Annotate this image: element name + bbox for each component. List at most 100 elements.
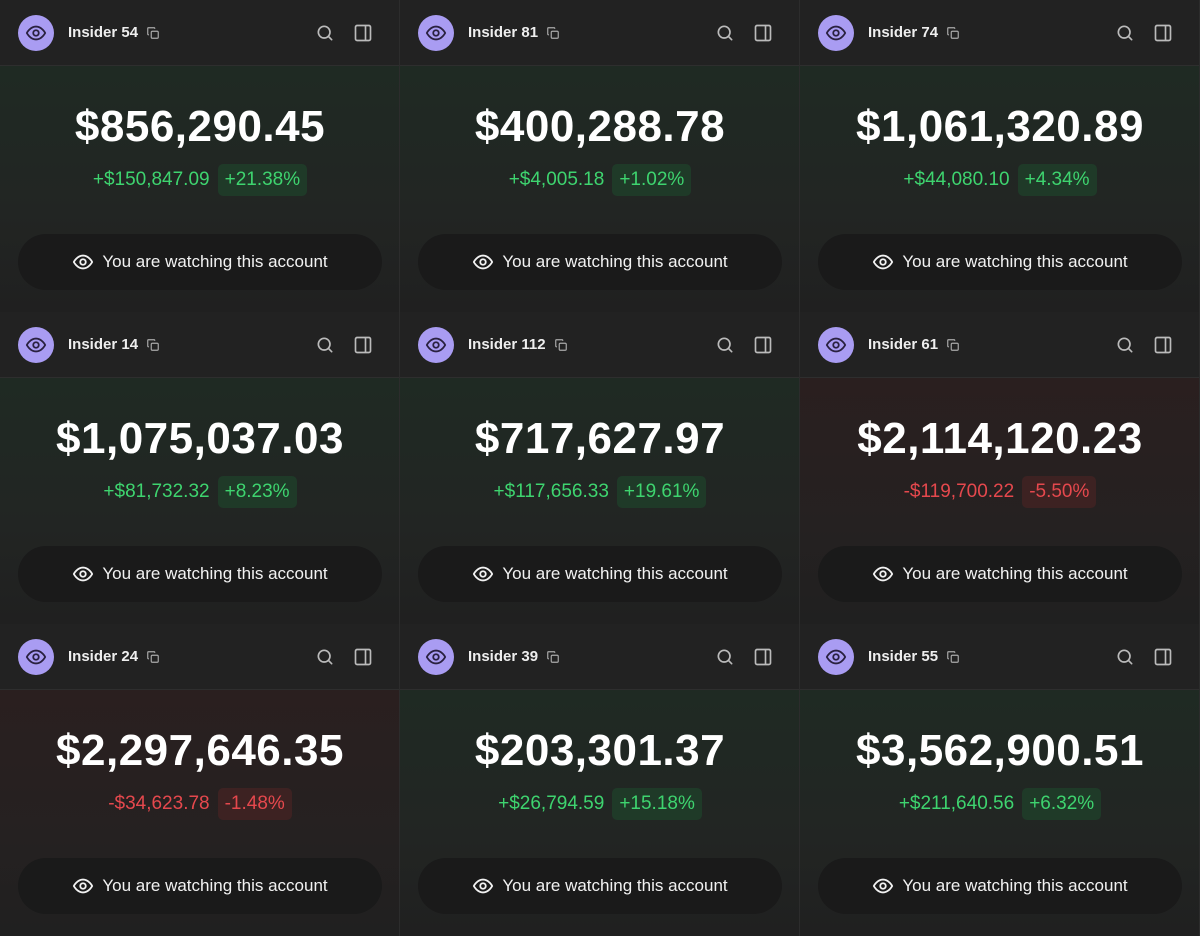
panel-icon[interactable] [1153,23,1173,48]
card-header: Insider 61 [800,312,1199,378]
account-name: Insider 14 [68,336,139,353]
copy-icon[interactable] [554,338,568,357]
account-name: Insider 74 [868,24,939,41]
avatar [818,639,854,675]
card-header: Insider 14 [0,312,399,378]
card-header: Insider 24 [0,624,399,690]
panel-icon[interactable] [1153,647,1173,672]
watch-button[interactable]: You are watching this account [418,546,782,602]
eye-icon [72,563,94,585]
search-icon[interactable] [715,23,735,48]
card-body: $717,627.97 +$117,656.33 +19.61% You are wa… [400,378,799,624]
account-card: Insider 54 $856,290.45 +$150,847.09 +21.38%… [0,0,400,312]
card-body: $2,297,646.35 -$34,623.78 -1.48% You are wa… [0,690,399,936]
watch-label: You are watching this account [102,252,328,271]
eye-icon [472,875,494,897]
account-card: Insider 74 $1,061,320.89 +$44,080.10 +4.34%… [800,0,1200,312]
copy-icon[interactable] [946,650,960,669]
change-amount: +$4,005.18 [508,169,605,190]
change-amount: -$34,623.78 [108,793,210,814]
eye-icon [472,251,494,273]
change-row: +$4,005.18 +1.02% [400,164,799,196]
card-header: Insider 39 [400,624,799,690]
copy-icon[interactable] [946,26,960,45]
account-name: Insider 112 [468,336,546,353]
change-row: +$211,640.56 +6.32% [800,788,1199,820]
search-icon[interactable] [1115,647,1135,672]
change-percent: +15.18% [612,788,702,820]
watch-button[interactable]: You are watching this account [818,234,1182,290]
change-row: +$44,080.10 +4.34% [800,164,1199,196]
change-row: +$81,732.32 +8.23% [0,476,399,508]
avatar [418,639,454,675]
panel-icon[interactable] [353,23,373,48]
watch-label: You are watching this account [902,564,1128,583]
eye-icon [72,875,94,897]
watch-button[interactable]: You are watching this account [418,234,782,290]
change-amount: +$26,794.59 [498,793,605,814]
copy-icon[interactable] [146,26,160,45]
account-name: Insider 81 [468,24,539,41]
account-name: Insider 61 [868,336,939,353]
watch-button[interactable]: You are watching this account [18,858,382,914]
change-amount: -$119,700.22 [903,481,1015,502]
search-icon[interactable] [315,335,335,360]
panel-icon[interactable] [753,335,773,360]
account-name: Insider 24 [68,648,139,665]
card-body: $2,114,120.23 -$119,700.22 -5.50% You are w… [800,378,1199,624]
search-icon[interactable] [1115,23,1135,48]
watch-button[interactable]: You are watching this account [818,546,1182,602]
search-icon[interactable] [315,23,335,48]
watch-label: You are watching this account [102,564,328,583]
watch-label: You are watching this account [502,876,728,895]
change-percent: +1.02% [612,164,692,196]
change-row: -$119,700.22 -5.50% [800,476,1199,508]
avatar [418,327,454,363]
copy-icon[interactable] [546,650,560,669]
balance: $1,061,320.89 [856,102,1144,151]
card-body: $203,301.37 +$26,794.59 +15.18% You are wat… [400,690,799,936]
copy-icon[interactable] [946,338,960,357]
change-percent: +21.38% [217,164,308,196]
card-header: Insider 112 [400,312,799,378]
change-amount: +$150,847.09 [92,169,210,190]
eye-icon [872,251,894,273]
change-percent: +4.34% [1017,164,1097,196]
change-amount: +$81,732.32 [103,481,210,502]
avatar [418,15,454,51]
change-percent: +8.23% [217,476,297,508]
copy-icon[interactable] [146,338,160,357]
panel-icon[interactable] [353,647,373,672]
change-row: -$34,623.78 -1.48% [0,788,399,820]
account-card: Insider 81 $400,288.78 +$4,005.18 +1.02% You… [400,0,800,312]
search-icon[interactable] [1115,335,1135,360]
avatar [18,15,54,51]
search-icon[interactable] [315,647,335,672]
card-body: $400,288.78 +$4,005.18 +1.02% You are watch… [400,66,799,312]
balance: $1,075,037.03 [56,414,344,463]
change-percent: -5.50% [1022,476,1097,508]
search-icon[interactable] [715,647,735,672]
panel-icon[interactable] [353,335,373,360]
copy-icon[interactable] [146,650,160,669]
card-header: Insider 54 [0,0,399,66]
eye-icon [872,563,894,585]
copy-icon[interactable] [546,26,560,45]
watch-button[interactable]: You are watching this account [418,858,782,914]
panel-icon[interactable] [753,23,773,48]
panel-icon[interactable] [753,647,773,672]
panel-icon[interactable] [1153,335,1173,360]
search-icon[interactable] [715,335,735,360]
watch-button[interactable]: You are watching this account [18,546,382,602]
watch-label: You are watching this account [902,876,1128,895]
balance: $2,114,120.23 [857,414,1143,463]
eye-icon [72,251,94,273]
watch-button[interactable]: You are watching this account [18,234,382,290]
balance: $400,288.78 [474,102,726,151]
watch-button[interactable]: You are watching this account [818,858,1182,914]
card-header: Insider 74 [800,0,1199,66]
card-body: $856,290.45 +$150,847.09 +21.38% You are wa… [0,66,399,312]
change-amount: +$117,656.33 [493,481,609,502]
